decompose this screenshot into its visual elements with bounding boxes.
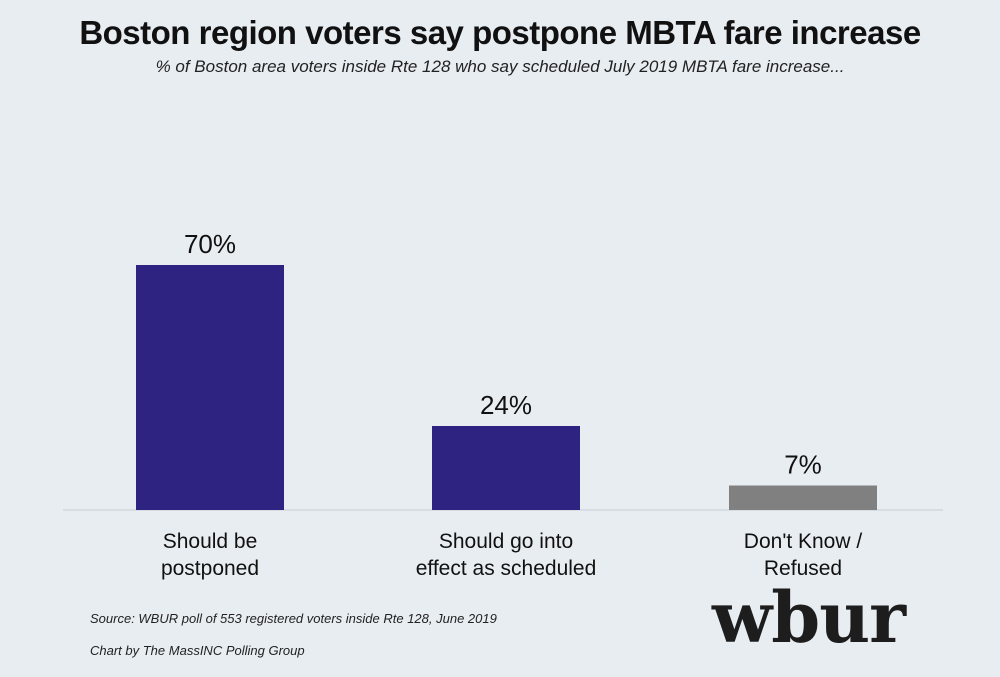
category-label-0-line-1: postponed bbox=[161, 557, 259, 580]
wbur-logo: wbur bbox=[712, 576, 906, 659]
source-note: Source: WBUR poll of 553 registered vote… bbox=[90, 611, 497, 626]
chart-title: Boston region voters say postpone MBTA f… bbox=[79, 14, 921, 51]
bar-1 bbox=[432, 426, 580, 510]
bar-0 bbox=[136, 265, 284, 510]
chart-subtitle: % of Boston area voters inside Rte 128 w… bbox=[155, 57, 845, 76]
category-label-1-line-0: Should go into bbox=[439, 530, 573, 553]
category-label-1-line-1: effect as scheduled bbox=[416, 557, 597, 580]
category-label-2-line-0: Don't Know / bbox=[744, 530, 863, 553]
chart-credit: Chart by The MassINC Polling Group bbox=[90, 643, 305, 658]
category-label-0-line-0: Should be bbox=[163, 530, 258, 553]
bar-chart: 70% Should be postponed 24% Should go into ef… bbox=[63, 229, 943, 580]
data-label-1: 24% bbox=[480, 390, 532, 420]
category-label-2-line-1: Refused bbox=[764, 557, 842, 580]
data-label-2: 7% bbox=[784, 450, 822, 480]
data-label-0: 70% bbox=[184, 229, 236, 259]
bar-2 bbox=[729, 485, 877, 510]
